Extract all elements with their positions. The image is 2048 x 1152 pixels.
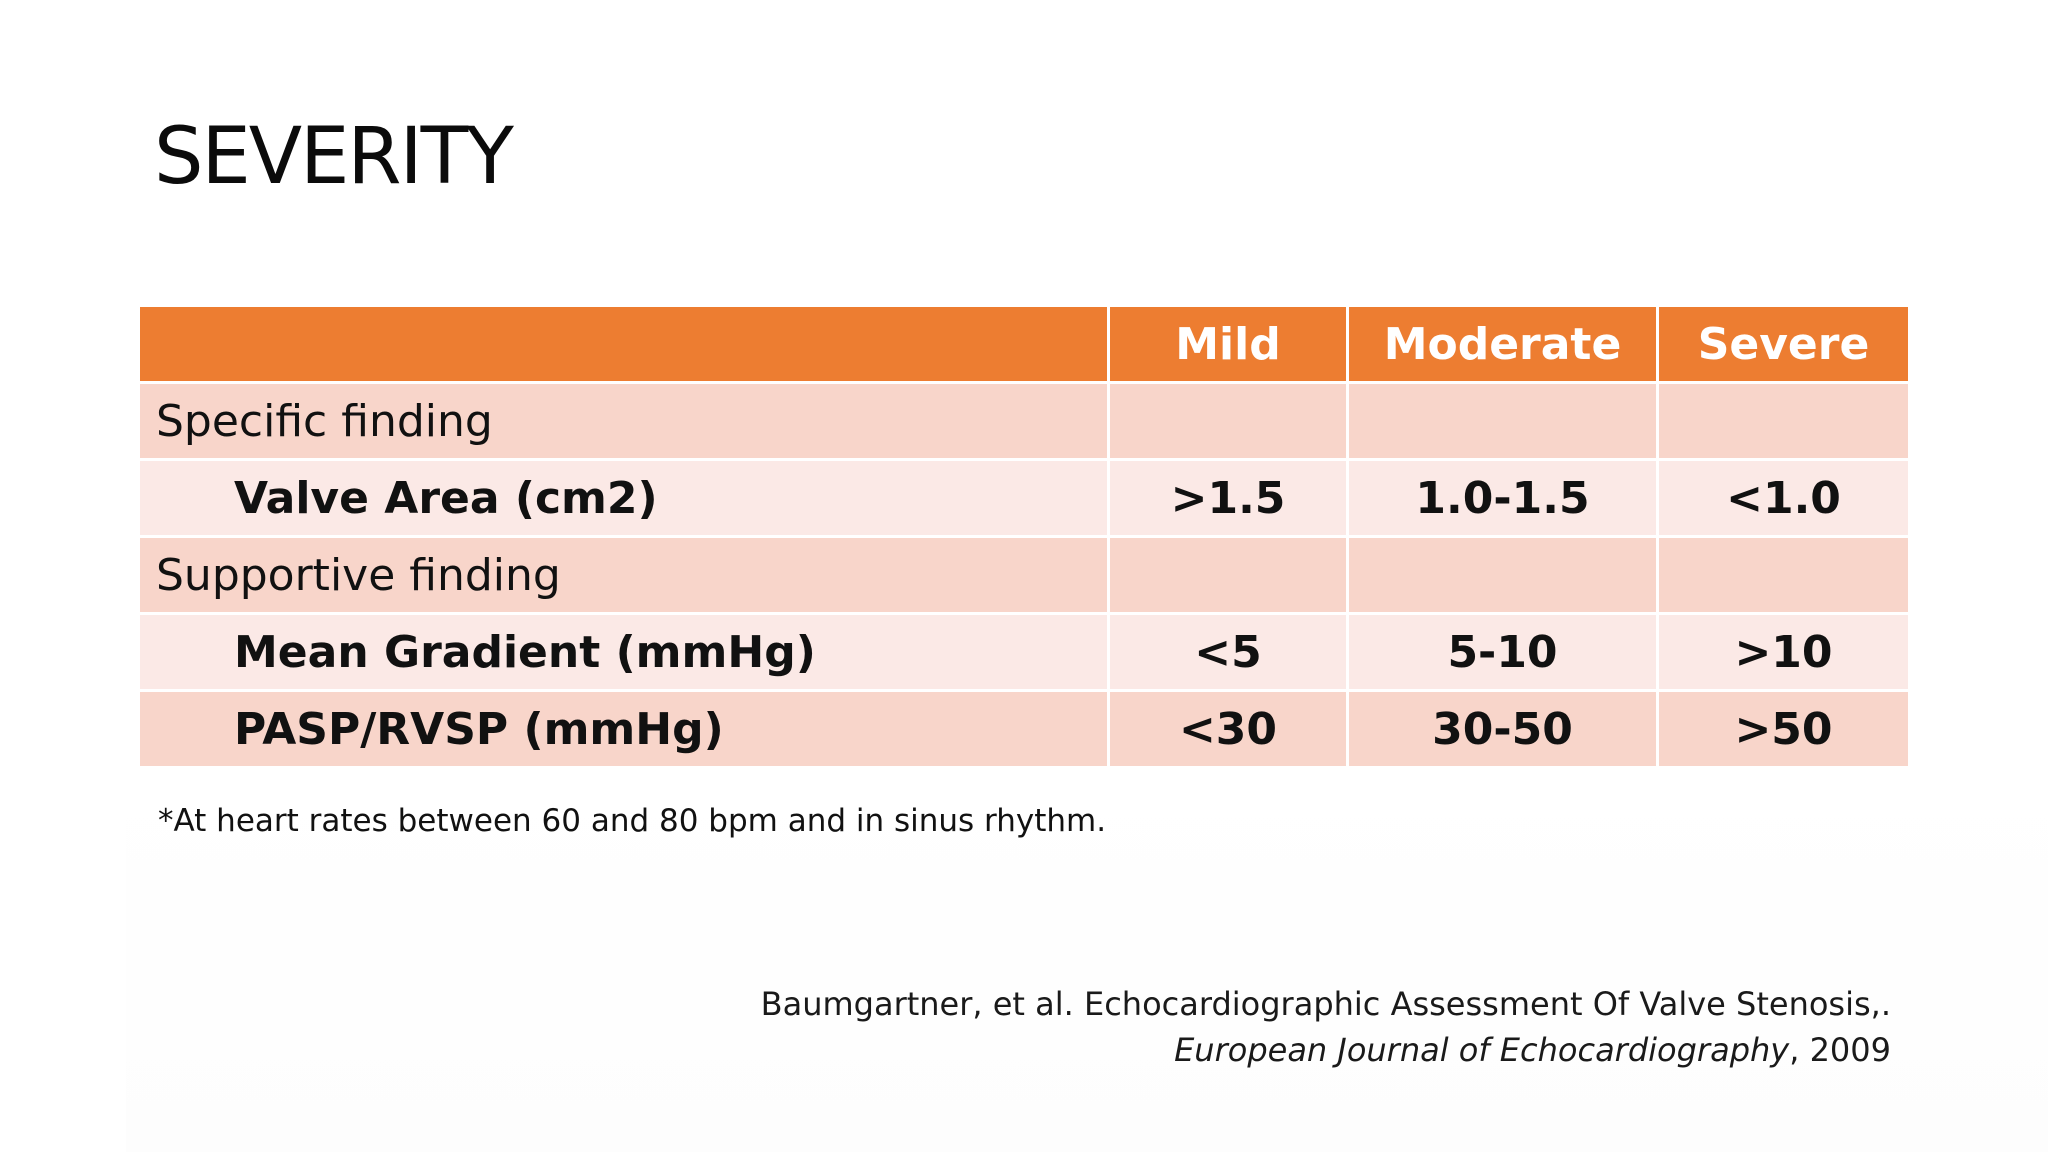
table-row: Mean Gradient (mmHg) <5 5-10 >10	[140, 615, 1908, 689]
row-label: Specific finding	[140, 384, 1107, 458]
header-cell-empty	[140, 307, 1107, 381]
row-label: Supportive finding	[140, 538, 1107, 612]
cell-mild: >1.5	[1110, 461, 1346, 535]
citation: Baumgartner, et al. Echocardiographic As…	[761, 981, 1891, 1073]
citation-year: , 2009	[1789, 1031, 1891, 1069]
citation-journal: European Journal of Echocardiography	[1174, 1031, 1790, 1069]
citation-line2: European Journal of Echocardiography, 20…	[761, 1027, 1891, 1073]
table-row: PASP/RVSP (mmHg) <30 30-50 >50	[140, 692, 1908, 766]
header-cell-mild: Mild	[1110, 307, 1346, 381]
header-cell-severe: Severe	[1659, 307, 1908, 381]
cell-mild	[1110, 538, 1346, 612]
table-row: Valve Area (cm2) >1.5 1.0-1.5 <1.0	[140, 461, 1908, 535]
slide-title: SEVERITY	[154, 112, 514, 202]
cell-severe	[1659, 384, 1908, 458]
row-label: Mean Gradient (mmHg)	[140, 615, 1107, 689]
citation-line1: Baumgartner, et al. Echocardiographic As…	[760, 985, 1891, 1023]
cell-severe: >10	[1659, 615, 1908, 689]
cell-severe	[1659, 538, 1908, 612]
row-label: Valve Area (cm2)	[140, 461, 1107, 535]
header-cell-moderate: Moderate	[1349, 307, 1656, 381]
footnote: *At heart rates between 60 and 80 bpm an…	[158, 803, 1107, 839]
cell-moderate: 5-10	[1349, 615, 1656, 689]
slide-background-shade	[126, 768, 2048, 1152]
cell-mild	[1110, 384, 1346, 458]
table-row: Supportive finding	[140, 538, 1908, 612]
table-row: Specific finding	[140, 384, 1908, 458]
cell-moderate	[1349, 538, 1656, 612]
cell-severe: <1.0	[1659, 461, 1908, 535]
cell-moderate	[1349, 384, 1656, 458]
cell-mild: <5	[1110, 615, 1346, 689]
row-label: PASP/RVSP (mmHg)	[140, 692, 1107, 766]
cell-moderate: 30-50	[1349, 692, 1656, 766]
severity-table: Mild Moderate Severe Specific finding Va…	[137, 304, 1911, 769]
cell-mild: <30	[1110, 692, 1346, 766]
table-header-row: Mild Moderate Severe	[140, 307, 1908, 381]
cell-moderate: 1.0-1.5	[1349, 461, 1656, 535]
cell-severe: >50	[1659, 692, 1908, 766]
